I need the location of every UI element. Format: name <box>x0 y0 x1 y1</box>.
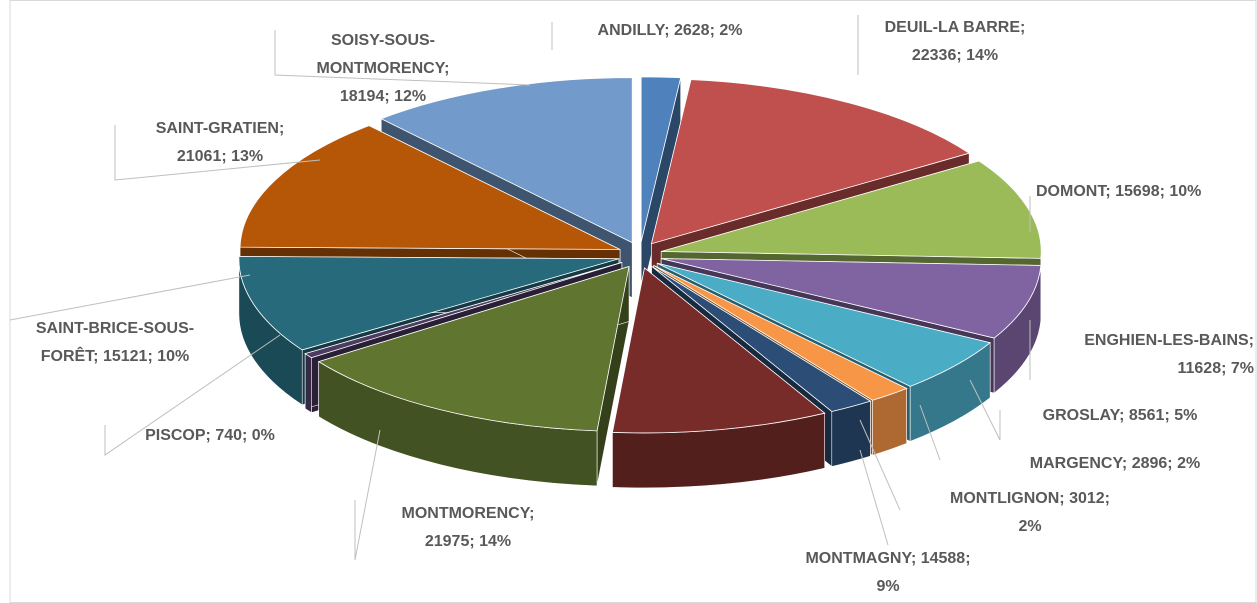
data-label: ANDILLY; 2628; 2% <box>598 22 743 39</box>
chart-frame <box>9 0 1257 603</box>
data-label-line: MARGENCY; 2896; 2% <box>1030 455 1200 472</box>
data-label-line: DEUIL-LA BARRE; <box>885 19 1026 36</box>
data-label-line: DOMONT; 15698; 10% <box>1036 183 1201 200</box>
data-label-line: 11628; 7% <box>1177 360 1254 377</box>
slice-top <box>640 76 682 242</box>
leader-line <box>274 30 531 86</box>
slice-top <box>657 262 992 387</box>
data-label-line: MONTLIGNON; 3012; <box>950 490 1110 507</box>
data-label: MARGENCY; 2896; 2% <box>1030 455 1200 472</box>
data-label: MONTMORENCY; 21975; 14% <box>401 505 534 550</box>
slice-side <box>304 353 312 414</box>
data-label-line: MONTMORENCY; <box>316 60 449 77</box>
data-label: SOISY-SOUS- MONTMORENCY; 18194; 12% <box>316 32 449 105</box>
data-label: MONTLIGNON; 3012; 2% <box>950 490 1110 535</box>
slice <box>317 265 630 487</box>
slice-top <box>380 77 633 244</box>
data-label-line: 21061; 13% <box>177 148 263 165</box>
data-label-line: 22336; 14% <box>912 47 998 64</box>
slice-top <box>661 160 1042 259</box>
slice-top <box>304 262 622 359</box>
slice-top <box>238 255 620 351</box>
slice-top <box>653 264 908 401</box>
leader-line <box>104 334 281 456</box>
slice-top <box>317 265 630 432</box>
data-label-line: MONTMORENCY; <box>401 505 534 522</box>
data-label: GROSLAY; 8561; 5% <box>1043 407 1198 424</box>
slice <box>611 267 826 489</box>
slice-top <box>611 267 826 434</box>
data-label-line: 2% <box>1018 518 1041 535</box>
data-label-line: FORÊT; 15121; 10% <box>41 346 190 365</box>
leader-line <box>9 274 251 321</box>
slice-top <box>239 125 621 250</box>
data-label: PISCOP; 740; 0% <box>145 427 275 444</box>
data-label-line: 18194; 12% <box>340 88 426 105</box>
leader-line <box>354 429 381 561</box>
leader-line <box>919 404 941 461</box>
slice-top <box>651 265 872 412</box>
slice-top <box>650 79 971 245</box>
data-label: SAINT-GRATIEN; 21061; 13% <box>156 120 285 165</box>
data-label: DEUIL-LA BARRE; 22336; 14% <box>885 19 1026 64</box>
leader-line <box>859 419 901 511</box>
data-label-line: MONTMAGNY; 14588; <box>805 550 970 567</box>
data-label-line: GROSLAY; 8561; 5% <box>1043 407 1198 424</box>
data-label-line: 9% <box>876 578 899 595</box>
data-label: SAINT-BRICE-SOUS- FORÊT; 15121; 10% <box>36 320 194 365</box>
data-label-line: ENGHIEN-LES-BAINS; <box>1084 332 1254 349</box>
leader-line <box>969 379 1001 441</box>
data-label-line: 21975; 14% <box>425 533 511 550</box>
leader-line <box>114 125 321 181</box>
slice-top <box>661 258 1042 339</box>
data-label-line: SAINT-BRICE-SOUS- <box>36 320 194 337</box>
data-label-line: PISCOP; 740; 0% <box>145 427 275 444</box>
data-label-line: ANDILLY; 2628; 2% <box>598 22 743 39</box>
data-label: ENGHIEN-LES-BAINS; 11628; 7% <box>1084 332 1254 377</box>
data-label-line: SOISY-SOUS- <box>331 32 435 49</box>
data-label: MONTMAGNY; 14588; 9% <box>805 550 970 595</box>
data-label-line: SAINT-GRATIEN; <box>156 120 285 137</box>
leader-line <box>859 449 889 546</box>
data-label: DOMONT; 15698; 10% <box>1036 183 1201 200</box>
slice <box>640 76 682 297</box>
slice-side <box>831 400 871 467</box>
